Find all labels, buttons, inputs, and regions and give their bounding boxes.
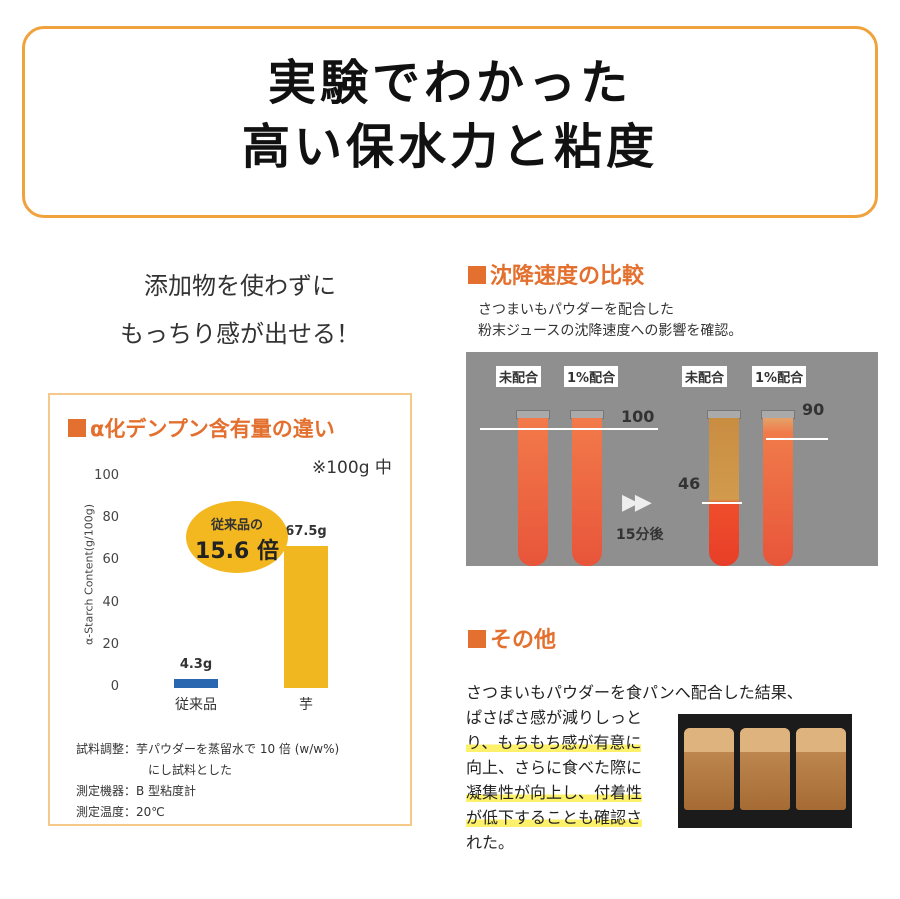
read-line-46 [702,502,742,504]
title-line-1: 実験でわかった [267,55,632,111]
reading-100: 100 [621,407,655,426]
other-line-7: れた。 [466,833,515,852]
label-unmixed-after: 未配合 [682,366,728,387]
category-label: 従来品 [175,697,217,713]
tube-unmixed-before [518,418,548,566]
bread-loaf [740,728,790,810]
square-bullet-icon [468,266,486,284]
starch-card: α化デンプン含有量の違い ※100g 中 α-Starch Content(g/… [48,393,412,826]
bar-0 [174,678,218,688]
per-100g-note: ※100g 中 [312,458,392,478]
ratio-badge-value: 15.6 倍 [195,539,279,564]
sedimentation-desc-1: さつまいもパウダーを配合した [478,302,674,318]
intro-text: 添加物を使わずに もっちり感が出せる！ [60,262,420,358]
y-tick-label: 20 [102,636,119,652]
category-label: 芋 [299,697,313,713]
bar-1 [284,545,328,688]
note-temperature: 測定温度：20℃ [76,805,165,819]
tube-mixed-before [572,418,602,566]
ratio-badge: 従来品の 15.6 倍 [186,501,288,573]
reading-46: 46 [678,474,701,493]
title-line-2: 高い保水力と粘度 [241,119,658,175]
square-bullet-icon [68,419,86,437]
bread-loaf [796,728,846,810]
y-tick-label: 40 [102,594,119,610]
label-unmixed-before: 未配合 [496,366,542,387]
sedimentation-heading-text: 沈降速度の比較 [490,264,645,289]
other-line-4: 向上、さらに食べた際に [466,758,643,777]
label-mixed-before: 1%配合 [564,366,619,387]
intro-line-1: 添加物を使わずに [144,272,336,300]
sedimentation-desc: さつまいもパウダーを配合した 粉末ジュースの沈降速度への影響を確認。 [478,300,742,342]
sedimentation-photo: 未配合 1%配合 未配合 1%配合 100 46 90 ▶▶ 15分後 [466,352,878,566]
note-sample-prep-cont: にし試料とした [148,763,233,777]
note-sample-prep: 試料調整：芋パウダーを蒸留水で 10 倍 (w/w%) [76,742,340,756]
read-line-100 [480,428,658,430]
other-line-2: ぱさぱさ感が減りしっと [466,708,643,727]
bread-loaf [684,728,734,810]
tube-mixed-after [763,418,793,566]
sedimentation-heading: 沈降速度の比較 [468,258,644,290]
double-arrow-icon: ▶▶ [622,490,652,515]
other-heading-text: その他 [490,628,557,653]
label-mixed-after: 1%配合 [752,366,807,387]
other-line-3: り、もちもち感が有意に [466,733,642,752]
y-tick-label: 60 [102,552,119,568]
read-line-90 [766,438,828,440]
note-instrument: 測定機器：B 型粘度計 [76,784,197,798]
ratio-badge-label: 従来品の [210,518,263,533]
other-heading: その他 [468,622,556,654]
bar-value-label: 67.5g [285,523,327,539]
y-tick-label: 0 [110,679,119,694]
sedimentation-desc-2: 粉末ジュースの沈降速度への影響を確認。 [478,323,743,339]
bread-photo [678,714,852,828]
reading-90: 90 [802,400,825,419]
elapsed-time: 15分後 [616,527,664,543]
starch-heading-text: α化デンプン含有量の違い [90,417,335,441]
other-text: さつまいもパウダーを食パンへ配合した結果、 ぱさぱさ感が減りしっと り、もちもち… [466,680,870,855]
square-bullet-icon [468,630,486,648]
y-tick-label: 80 [102,510,119,526]
other-line-1: さつまいもパウダーを食パンへ配合した結果、 [466,683,803,702]
starch-heading: α化デンプン含有量の違い [68,413,335,443]
bar-value-label: 4.3g [179,656,213,672]
measurement-notes: 試料調整：芋パウダーを蒸留水で 10 倍 (w/w%) にし試料とした 測定機器… [76,739,339,823]
tube-unmixed-after [709,418,739,566]
other-line-5: 凝集性が向上し、付着性 [466,783,643,802]
other-line-6: が低下することも確認さ [466,808,643,827]
y-tick-label: 100 [94,468,119,483]
title-box: 実験でわかった 高い保水力と粘度 [22,26,878,218]
intro-line-2: もっちり感が出せる！ [120,320,360,348]
